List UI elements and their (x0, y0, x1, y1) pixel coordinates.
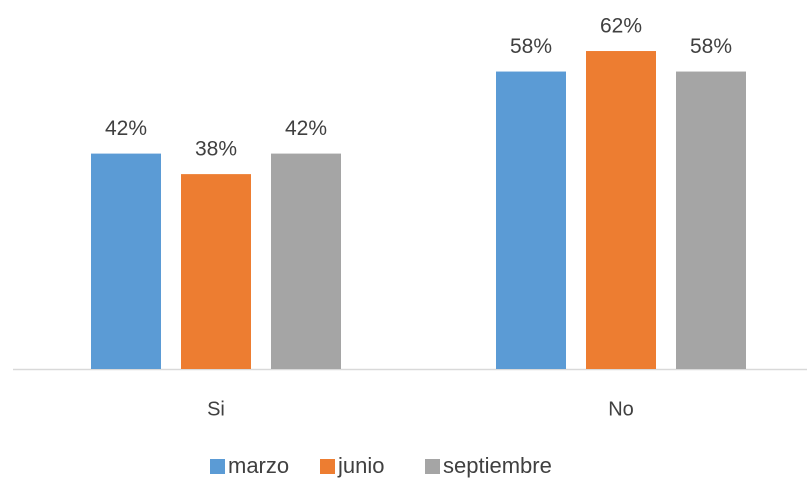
legend-swatch (425, 459, 440, 474)
value-label: 58% (690, 35, 732, 58)
bar (586, 51, 656, 370)
value-label: 38% (195, 138, 237, 161)
x-tick-label: No (608, 398, 634, 420)
value-label: 42% (285, 117, 327, 140)
legend-label: septiembre (443, 453, 552, 478)
value-label: 42% (105, 117, 147, 140)
legend-label: marzo (228, 453, 289, 478)
bar (91, 153, 161, 369)
bar (181, 174, 251, 369)
legend-swatch (320, 459, 335, 474)
bar (271, 153, 341, 369)
value-label: 62% (600, 15, 642, 38)
bar (496, 71, 566, 370)
legend-swatch (210, 459, 225, 474)
legend-label: junio (337, 453, 384, 478)
value-label: 58% (510, 35, 552, 58)
bar (676, 71, 746, 370)
x-tick-label: Si (207, 398, 225, 420)
